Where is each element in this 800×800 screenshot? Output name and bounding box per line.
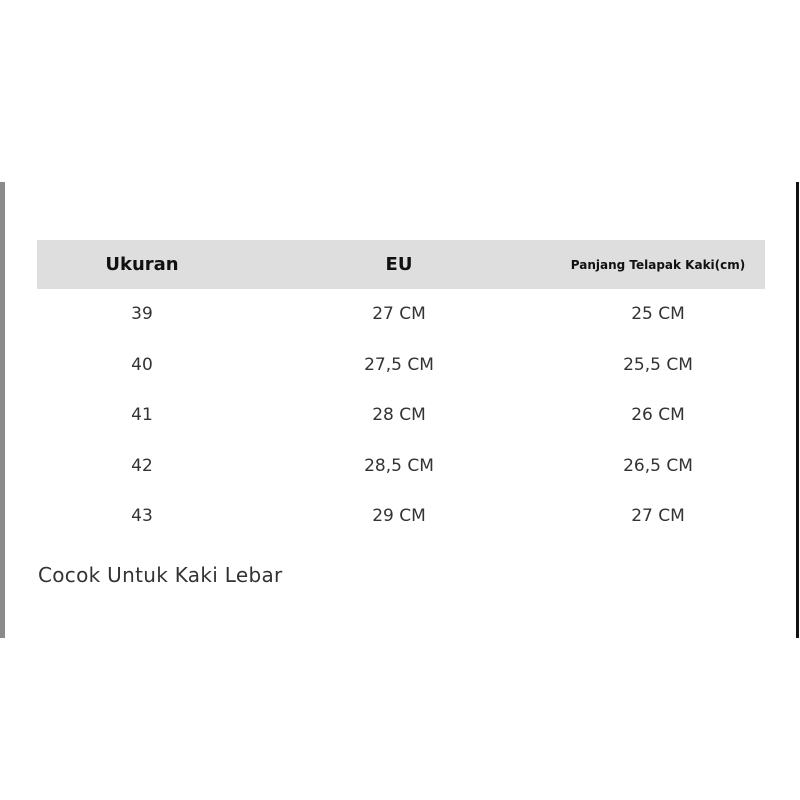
- header-eu: EU: [385, 254, 413, 275]
- cell-foot-length: 25,5 CM: [623, 354, 693, 375]
- left-border: [0, 182, 5, 638]
- cell-size: 43: [131, 506, 153, 527]
- fit-note: Cocok Untuk Kaki Lebar: [38, 563, 283, 587]
- table-row: 42 28,5 CM 26,5 CM: [37, 441, 765, 492]
- table-row: 41 28 CM 26 CM: [37, 390, 765, 441]
- header-foot-length: Panjang Telapak Kaki(cm): [570, 257, 746, 272]
- size-chart-table: Ukuran EU Panjang Telapak Kaki(cm) 39 27…: [37, 240, 765, 542]
- cell-eu: 27 CM: [372, 304, 426, 325]
- table-header: Ukuran EU Panjang Telapak Kaki(cm): [37, 240, 765, 289]
- table-row: 43 29 CM 27 CM: [37, 491, 765, 542]
- cell-foot-length: 26,5 CM: [623, 455, 693, 476]
- cell-eu: 29 CM: [372, 506, 426, 527]
- cell-size: 41: [131, 405, 153, 426]
- cell-foot-length: 27 CM: [631, 506, 685, 527]
- cell-size: 40: [131, 354, 153, 375]
- cell-eu: 28,5 CM: [364, 455, 434, 476]
- cell-foot-length: 26 CM: [631, 405, 685, 426]
- header-ukuran: Ukuran: [105, 254, 179, 275]
- cell-foot-length: 25 CM: [631, 304, 685, 325]
- cell-size: 42: [131, 455, 153, 476]
- table-row: 39 27 CM 25 CM: [37, 289, 765, 340]
- right-border: [796, 182, 799, 638]
- cell-eu: 28 CM: [372, 405, 426, 426]
- table-row: 40 27,5 CM 25,5 CM: [37, 340, 765, 391]
- cell-eu: 27,5 CM: [364, 354, 434, 375]
- cell-size: 39: [131, 304, 153, 325]
